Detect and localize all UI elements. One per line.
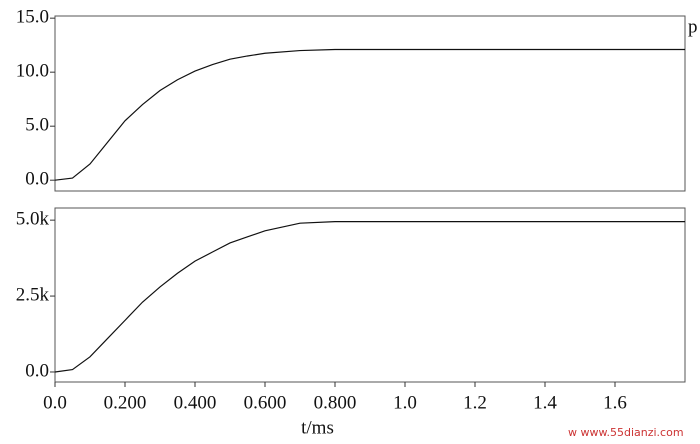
- x-tick-label: 0.600: [244, 392, 287, 413]
- line: [54, 221, 685, 373]
- y-tick-label: 5.0k: [16, 209, 50, 230]
- x-tick-label: 1.4: [533, 392, 557, 413]
- y-tick-label: 0.0: [25, 169, 49, 190]
- y-tick-label: 0.0: [25, 360, 49, 381]
- y-tick-label: 2.5k: [16, 284, 50, 305]
- x-tick-label: 1.0: [393, 392, 417, 413]
- y-tick-label: 5.0: [25, 115, 49, 136]
- x-tick-label: 1.6: [603, 392, 627, 413]
- plot-frame: [54, 15, 686, 192]
- annotation: p: [688, 16, 698, 37]
- watermark: w www.55dianzi.com: [568, 426, 684, 439]
- x-tick-label: 0.0: [43, 392, 67, 413]
- y-tick-label: 10.0: [16, 61, 49, 82]
- plot-frame: [54, 207, 686, 383]
- x-tick-label: 0.200: [104, 392, 147, 413]
- x-axis-label: t/ms: [301, 417, 334, 438]
- x-tick-label: 1.2: [463, 392, 487, 413]
- x-tick-label: 0.400: [174, 392, 217, 413]
- y-tick-label: 15.0: [16, 7, 49, 28]
- line: [54, 48, 685, 181]
- x-tick-label: 0.800: [314, 392, 357, 413]
